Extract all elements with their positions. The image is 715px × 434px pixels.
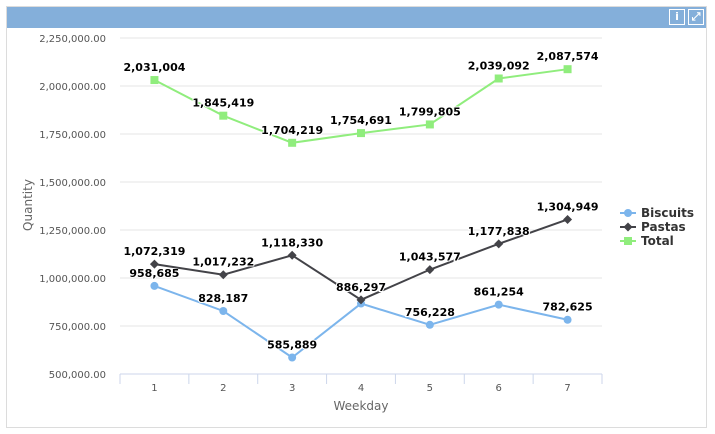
- y-tick-label: 1,000,000.00: [39, 274, 106, 285]
- biscuits-data-label: 861,254: [474, 286, 524, 299]
- expand-icon[interactable]: ⤢: [688, 9, 704, 25]
- pastas-point: [425, 265, 435, 275]
- y-tick-label: 1,250,000.00: [39, 226, 106, 237]
- total-point: [357, 129, 365, 138]
- total-data-label: 1,799,805: [399, 105, 461, 118]
- legend-biscuits-label: Biscuits: [641, 206, 694, 220]
- total-point: [219, 111, 228, 120]
- legend-total-label: Total: [641, 234, 674, 248]
- pastas-point: [356, 295, 366, 305]
- pastas-point: [149, 259, 159, 269]
- info-icon[interactable]: i: [669, 9, 685, 25]
- chart-panel: i ⤢: [6, 6, 707, 428]
- pastas-data-label: 1,304,949: [537, 200, 599, 213]
- biscuits-point: [425, 320, 434, 329]
- total-data-label: 1,704,219: [261, 124, 323, 137]
- total-point: [288, 138, 297, 147]
- y-tick-label: 2,250,000.00: [39, 34, 106, 45]
- total-data-label: 1,754,691: [330, 114, 392, 127]
- panel-header: i ⤢: [7, 7, 706, 28]
- biscuits-data-label: 585,889: [267, 339, 317, 352]
- x-axis-title: Weekday: [334, 399, 389, 413]
- legend-total-marker: [624, 237, 632, 245]
- biscuits-point: [494, 300, 503, 309]
- pastas-data-label: 1,072,319: [123, 245, 185, 258]
- x-tick-label: 4: [358, 383, 364, 394]
- total-data-label: 2,087,574: [537, 50, 599, 63]
- x-tick-label: 2: [220, 383, 226, 394]
- x-tick-label: 7: [564, 383, 570, 394]
- y-tick-label: 1,500,000.00: [39, 178, 106, 189]
- biscuits-point: [150, 281, 159, 290]
- biscuits-data-label: 756,228: [405, 306, 455, 319]
- pastas-point: [287, 250, 297, 260]
- pastas-data-label: 1,177,838: [468, 225, 530, 238]
- legend-pastas-label: Pastas: [641, 220, 686, 234]
- pastas-data-label: 886,297: [336, 281, 386, 294]
- total-data-label: 1,845,419: [192, 97, 254, 110]
- total-point: [425, 120, 434, 129]
- y-axis-title: Quantity: [21, 179, 35, 231]
- biscuits-point: [219, 306, 228, 315]
- pastas-data-label: 1,017,232: [192, 256, 254, 269]
- biscuits-data-label: 782,625: [543, 301, 593, 314]
- y-tick-label: 750,000.00: [49, 322, 106, 333]
- biscuits-point: [563, 315, 572, 324]
- pastas-point: [563, 214, 573, 224]
- total-data-label: 2,039,092: [468, 59, 530, 72]
- y-tick-label: 2,000,000.00: [39, 82, 106, 93]
- legend-biscuits-marker: [624, 209, 632, 217]
- biscuits-point: [288, 353, 297, 362]
- y-tick-label: 1,750,000.00: [39, 130, 106, 141]
- x-tick-label: 3: [289, 383, 295, 394]
- pastas-data-label: 1,043,577: [399, 251, 461, 264]
- x-tick-label: 6: [496, 383, 502, 394]
- total-point: [563, 65, 572, 74]
- biscuits-data-label: 958,685: [129, 267, 179, 280]
- total-point: [494, 74, 503, 83]
- x-tick-label: 5: [427, 383, 433, 394]
- pastas-point: [218, 270, 228, 280]
- y-tick-label: 500,000.00: [49, 370, 106, 381]
- total-data-label: 2,031,004: [123, 61, 185, 74]
- biscuits-data-label: 828,187: [198, 292, 248, 305]
- pastas-data-label: 1,118,330: [261, 236, 323, 249]
- legend-pastas-marker: [623, 222, 633, 232]
- total-point: [150, 76, 159, 85]
- x-tick-label: 1: [151, 383, 157, 394]
- pastas-point: [494, 239, 504, 249]
